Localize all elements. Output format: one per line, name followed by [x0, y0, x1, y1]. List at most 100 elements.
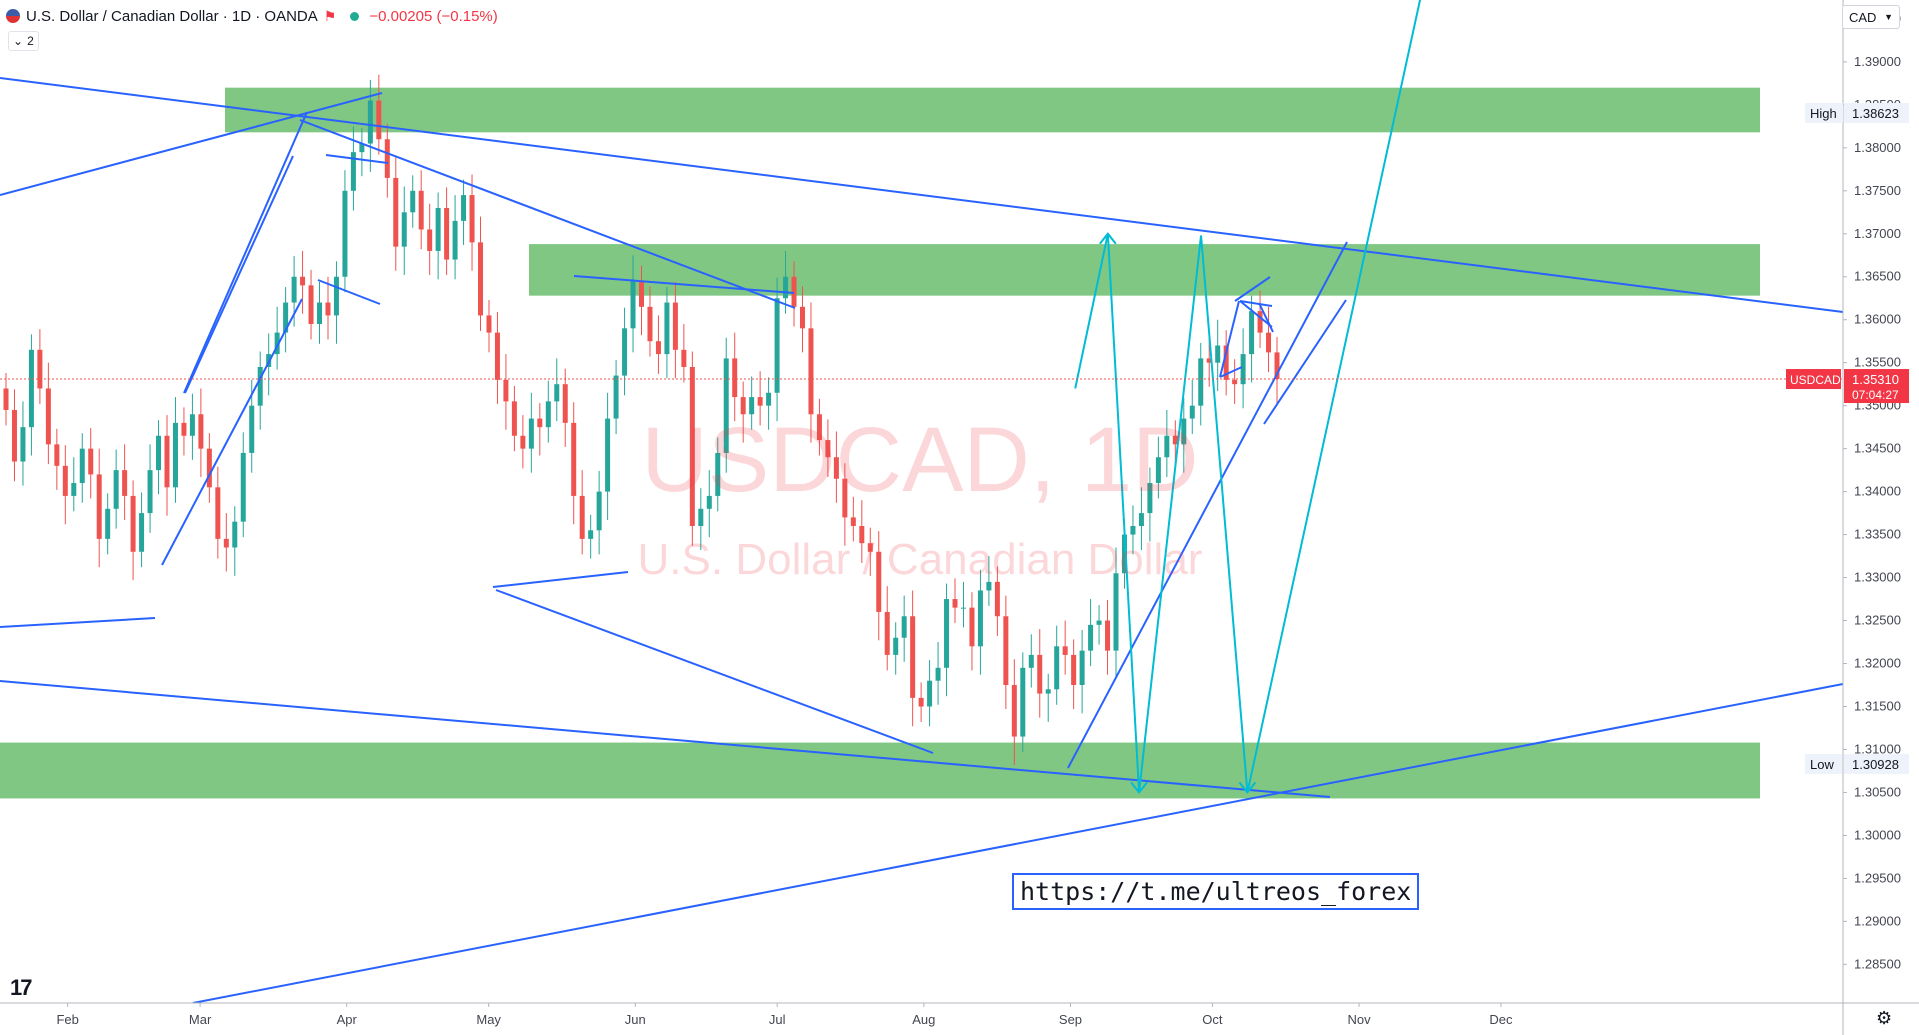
candle-body	[783, 276, 789, 299]
candle-body	[910, 616, 916, 698]
candle-body	[622, 328, 628, 376]
candle-body	[952, 599, 958, 608]
candle-body	[1113, 573, 1119, 651]
candle-body	[367, 100, 373, 144]
y-tick-label: 1.30500	[1854, 784, 1901, 799]
candle-body	[706, 495, 712, 509]
candle-body	[164, 435, 170, 488]
y-tick-label: 1.36000	[1854, 312, 1901, 327]
currency-label: CAD	[1849, 9, 1877, 25]
x-tick-label: Dec	[1489, 1012, 1513, 1027]
candle-body	[757, 397, 763, 406]
current-symbol-bg	[1786, 369, 1841, 390]
candle-body	[1215, 345, 1221, 363]
candle-body	[283, 302, 289, 333]
candle-body	[20, 427, 26, 462]
candle-body	[1198, 358, 1204, 406]
trendline	[1219, 366, 1243, 378]
candle-body	[537, 418, 543, 428]
candle-body	[664, 302, 670, 355]
gear-icon[interactable]: ⚙	[1876, 1008, 1893, 1028]
y-tick-label: 1.38000	[1854, 140, 1901, 155]
candle-body	[291, 276, 297, 303]
candle-body	[1206, 358, 1212, 363]
candle-body	[503, 379, 509, 402]
candle-body	[486, 315, 492, 333]
candle-body	[596, 491, 602, 531]
candle-body	[1045, 689, 1051, 694]
candle-body	[884, 611, 890, 655]
symbol-description[interactable]: U.S. Dollar / Canadian Dollar · 1D · OAN…	[26, 7, 318, 25]
candle-body	[986, 581, 992, 591]
candle-body	[1164, 435, 1170, 458]
current-symbol-label: USDCAD	[1790, 373, 1841, 387]
candle-body	[808, 328, 814, 415]
tradingview-logo-icon[interactable]: 17	[10, 975, 33, 1000]
y-tick-label: 1.33000	[1854, 570, 1901, 585]
currency-button[interactable]: CAD ▼	[1842, 5, 1900, 29]
telegram-url-label[interactable]: https://t.me/ultreos_forex	[1012, 873, 1420, 910]
current-price-value: 1.35310	[1852, 372, 1899, 387]
trendline	[317, 279, 381, 305]
x-tick-label: Sep	[1059, 1012, 1082, 1027]
indicators-toggle[interactable]: ⌄ 2	[8, 31, 39, 51]
candle-body	[1147, 483, 1153, 514]
candle-body	[96, 474, 102, 539]
candle-body	[105, 508, 111, 539]
price-label-bg	[1844, 103, 1909, 123]
candle-body	[994, 581, 1000, 617]
candle-body	[461, 195, 467, 221]
y-tick-label: 1.31000	[1854, 741, 1901, 756]
projection-arrowhead	[1130, 781, 1148, 795]
candle-body	[300, 276, 306, 286]
candle-body	[715, 452, 721, 496]
candle-body	[639, 281, 644, 307]
y-tick-label: 1.33500	[1854, 527, 1901, 542]
trendline	[1234, 276, 1271, 302]
candle-body	[1130, 525, 1136, 535]
candle-body	[240, 452, 246, 522]
candle-body	[410, 190, 416, 213]
candle-body	[511, 401, 517, 436]
candle-body	[672, 302, 678, 350]
y-tick-label: 1.35500	[1854, 355, 1901, 370]
candle-body	[918, 697, 924, 707]
candle-body	[62, 465, 68, 496]
candle-body	[1079, 650, 1085, 685]
candle-body	[1054, 646, 1060, 690]
candle-body	[189, 414, 195, 436]
trendline	[192, 683, 1843, 1003]
candle-body	[520, 435, 526, 449]
candle-body	[181, 422, 187, 436]
candle-body	[3, 388, 9, 410]
candle-body	[901, 616, 907, 638]
y-tick-label: 1.32000	[1854, 656, 1901, 671]
candle-body	[1003, 616, 1009, 685]
candle-body	[215, 487, 221, 539]
candle-body	[647, 306, 653, 342]
y-tick-label: 1.29000	[1854, 913, 1901, 928]
candle-body	[1088, 624, 1094, 651]
candle-body	[1257, 311, 1263, 333]
flag-marker-icon[interactable]: ⚑	[323, 7, 337, 24]
candle-body	[444, 207, 450, 260]
y-tick-label: 1.32500	[1854, 613, 1901, 628]
trendline	[495, 589, 934, 754]
candle-body	[206, 448, 212, 488]
candle-body	[944, 599, 950, 668]
candle-body	[528, 418, 534, 449]
market-open-icon	[350, 11, 360, 21]
candle-body	[1071, 654, 1077, 685]
candle-body	[1105, 620, 1111, 651]
candle-body	[1266, 332, 1272, 353]
candle-body	[1138, 513, 1144, 526]
candle-body	[1011, 684, 1017, 737]
candle-body	[605, 418, 611, 492]
candle-body	[927, 680, 933, 707]
price-label-name-bg	[1805, 754, 1842, 774]
y-tick-label: 1.37500	[1854, 183, 1901, 198]
candle-body	[1240, 354, 1246, 385]
projection-arrowhead	[1238, 781, 1257, 795]
candle-body	[28, 349, 34, 428]
